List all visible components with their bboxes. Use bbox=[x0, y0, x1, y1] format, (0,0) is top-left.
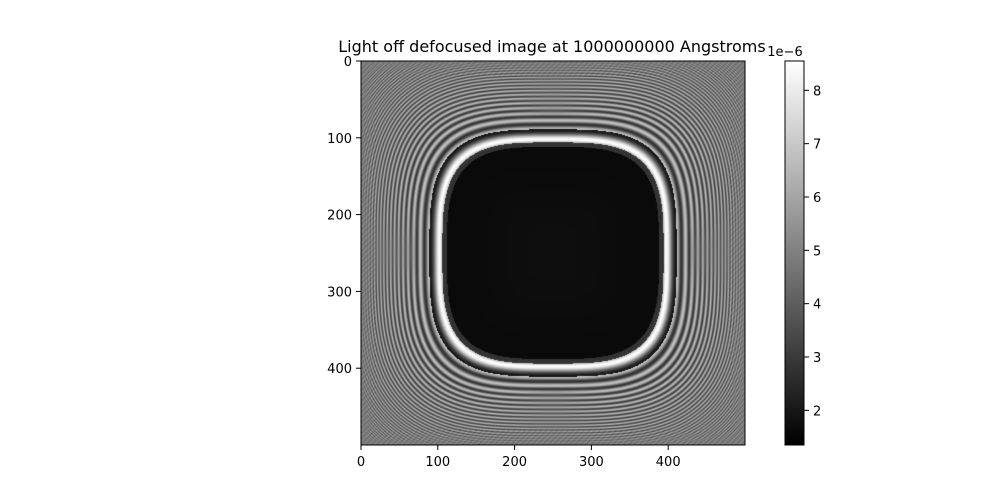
x-tick-label: 300 bbox=[579, 455, 604, 470]
colorbar-gradient bbox=[785, 61, 804, 445]
chart-title: Light off defocused image at 1000000000 … bbox=[338, 37, 765, 56]
y-tick-label: 300 bbox=[327, 285, 352, 300]
colorbar-tick-label: 7 bbox=[813, 138, 821, 153]
y-axis: 0 100 200 300 400 bbox=[327, 55, 361, 377]
colorbar-tick-label: 6 bbox=[813, 191, 821, 206]
colorbar-ticks: 2 3 4 5 6 7 8 bbox=[804, 84, 821, 419]
x-tick-label: 0 bbox=[357, 455, 365, 470]
x-axis: 0 100 200 300 400 bbox=[357, 445, 681, 470]
colorbar-tick-label: 2 bbox=[813, 404, 821, 419]
heatmap-plot bbox=[360, 60, 746, 446]
colorbar-tick-label: 5 bbox=[813, 244, 821, 259]
colorbar: 2 3 4 5 6 7 8 1e−6 bbox=[767, 45, 821, 446]
y-tick-label: 0 bbox=[344, 55, 352, 70]
plot-frame bbox=[360, 60, 746, 446]
colorbar-tick-label: 8 bbox=[813, 84, 821, 99]
y-tick-label: 200 bbox=[327, 209, 352, 224]
colorbar-tick-label: 3 bbox=[813, 351, 821, 366]
y-tick-label: 100 bbox=[327, 132, 352, 147]
colorbar-offset-label: 1e−6 bbox=[767, 45, 802, 60]
x-tick-label: 100 bbox=[425, 455, 450, 470]
x-tick-label: 400 bbox=[656, 455, 681, 470]
heatmap-image bbox=[361, 61, 745, 445]
y-tick-label: 400 bbox=[327, 362, 352, 377]
x-tick-label: 200 bbox=[502, 455, 527, 470]
colorbar-tick-label: 4 bbox=[813, 298, 821, 313]
colorbar-frame bbox=[784, 60, 805, 446]
